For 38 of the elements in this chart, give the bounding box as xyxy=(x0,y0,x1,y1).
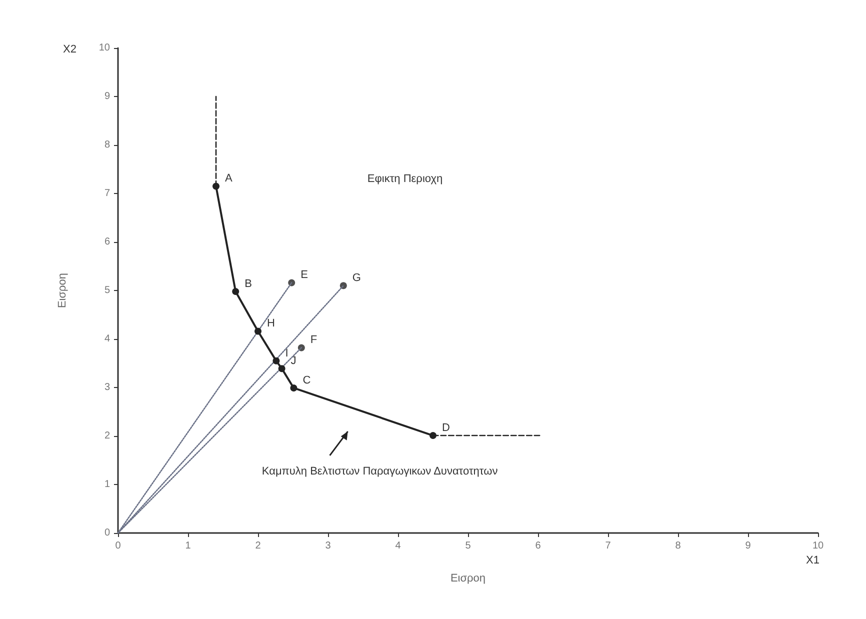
y-tick-label: 3 xyxy=(104,382,110,393)
y-tick-label: 5 xyxy=(104,285,110,296)
y-tick-label: 1 xyxy=(104,479,110,490)
annotation: J xyxy=(290,355,296,368)
annotation: B xyxy=(244,278,252,290)
y-tick-label: 8 xyxy=(104,140,110,150)
x-tick-label: 9 xyxy=(745,540,752,552)
annotation: I xyxy=(285,347,288,360)
y-tick-label: 10 xyxy=(98,42,110,54)
x-tick-label: 8 xyxy=(675,540,682,552)
y-tick-label: 7 xyxy=(104,188,110,199)
annotation: A xyxy=(225,172,233,185)
annotation: D xyxy=(442,422,450,434)
x-tick-label: 6 xyxy=(535,540,542,552)
x-tick-label: 3 xyxy=(325,540,332,552)
y-tick-label: 2 xyxy=(104,430,110,442)
annotation: E xyxy=(300,269,308,282)
x-axis-title: Εισροη xyxy=(450,572,486,584)
x-tick-label: 0 xyxy=(115,540,122,552)
x-tick-label: 1 xyxy=(185,540,192,552)
annotation: F xyxy=(310,334,318,346)
text: X1 xyxy=(806,554,820,566)
y-tick-label: 0 xyxy=(104,528,110,538)
annotation: G xyxy=(352,272,361,284)
annotation: Εφικτη Περιοχη xyxy=(367,172,443,185)
annotation: H xyxy=(267,318,275,330)
y-tick-label: 6 xyxy=(104,236,110,248)
annotation: C xyxy=(302,374,311,386)
text: X2 xyxy=(63,44,76,56)
y-tick-label: 9 xyxy=(104,91,110,102)
y-tick-label: 4 xyxy=(104,334,110,344)
x-tick-label: 2 xyxy=(255,540,262,552)
annotation: Καμπυλη Βελτιστων Παραγωγικων Δυνατοτητων xyxy=(262,465,498,478)
y-axis-title: Εισροη xyxy=(56,272,68,308)
x-tick-label: 4 xyxy=(395,540,402,552)
x-tick-label: 5 xyxy=(465,540,472,552)
x-tick-label: 10 xyxy=(812,540,824,552)
x-tick-label: 7 xyxy=(605,540,612,552)
